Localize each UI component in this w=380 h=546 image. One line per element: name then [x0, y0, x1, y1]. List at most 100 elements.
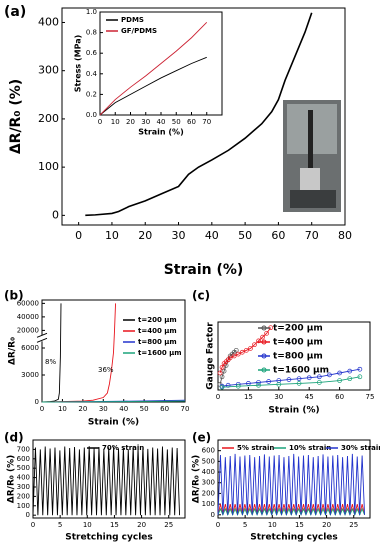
y-axis-label: Gauge Factor	[206, 322, 216, 390]
x-tick-label: 30	[274, 393, 283, 401]
x-tick-label: 25	[349, 521, 358, 529]
panel: 0 15 30 45 60 75 (c) Strain (%) Gauge Factor t=20…	[192, 289, 374, 416]
data-marker	[306, 375, 312, 381]
x-tick-label: 0	[31, 521, 35, 529]
x-tick-label: 70	[305, 229, 319, 242]
x-tick-label: 75	[366, 393, 375, 401]
legend-label: t=1600 µm	[273, 366, 329, 376]
data-marker	[235, 383, 241, 389]
x-axis-label: Stretching cycles	[250, 533, 338, 543]
panel-label: (b)	[4, 289, 24, 303]
y-tick-label: 6000	[21, 344, 39, 352]
legend-marker	[261, 325, 267, 331]
x-tick-label: 60	[160, 405, 169, 413]
legend-label: 10% strain	[289, 444, 331, 452]
y-tick-label: 300	[202, 479, 215, 487]
panel-label: (d)	[4, 431, 24, 445]
data-marker	[231, 353, 237, 359]
y-tick-label: 500	[202, 457, 215, 465]
photo	[283, 100, 341, 212]
data-marker	[227, 355, 233, 361]
legend-marker	[261, 339, 267, 345]
x-tick-label: 30	[141, 118, 150, 126]
x-tick-label: 70	[202, 118, 211, 126]
x-tick-label: 10	[83, 521, 92, 529]
y-axis-label: ΔR/R₀ (%)	[7, 455, 17, 503]
legend-label: 70% strain	[102, 444, 144, 452]
data-marker	[244, 347, 249, 353]
annotation: 8%	[45, 358, 56, 366]
data-marker	[296, 376, 302, 382]
x-tick-label: 20	[322, 521, 331, 529]
x-tick-label: 60	[187, 118, 196, 126]
data-line	[99, 21, 208, 116]
x-tick-label: 45	[305, 393, 314, 401]
y-tick-label: 200	[17, 492, 30, 500]
y-tick-label: 0	[26, 511, 30, 519]
y-axis-label: ΔR/R₀ (%)	[192, 455, 202, 503]
y-tick-label: 300	[17, 483, 30, 491]
data-marker	[248, 346, 253, 351]
data-marker	[219, 364, 225, 370]
x-tick-label: 50	[172, 118, 181, 126]
data-marker	[256, 380, 261, 385]
axes-frame	[217, 439, 371, 519]
axis-break	[38, 335, 46, 342]
x-tick-label: 15	[110, 521, 119, 529]
x-tick-label: 20	[78, 405, 87, 413]
x-tick-label: 10	[58, 405, 67, 413]
legend-marker	[261, 353, 267, 359]
y-tick-label: 20000	[17, 326, 39, 334]
legend-label: 30% strain	[341, 444, 380, 452]
axes-frame	[61, 7, 346, 226]
data-line	[41, 303, 116, 403]
data-line	[222, 376, 360, 388]
data-marker	[217, 370, 223, 376]
y-tick-label: 0.6	[86, 49, 98, 57]
y-tick-label: 200	[202, 489, 215, 497]
data-marker	[264, 330, 269, 336]
x-tick-label: 30	[172, 229, 186, 242]
legend-label: t=400 µm	[273, 338, 323, 348]
x-tick-label: 15	[244, 393, 253, 401]
x-axis-label: Strain (%)	[268, 406, 319, 416]
data-marker	[337, 378, 342, 383]
x-tick-label: 60	[271, 229, 285, 242]
legend-label: t=1600 µm	[138, 349, 182, 357]
data-line	[85, 12, 313, 217]
panel-label: (c)	[192, 289, 210, 303]
data-marker	[327, 372, 332, 378]
x-tick-label: 0	[216, 521, 220, 529]
y-tick-label: 0.4	[86, 70, 98, 78]
data-marker	[256, 338, 261, 344]
x-tick-label: 0	[75, 229, 82, 242]
x-tick-label: 5	[58, 521, 62, 529]
data-marker	[219, 374, 225, 380]
y-tick-label: 100	[17, 502, 30, 510]
x-tick-label: 50	[238, 229, 252, 242]
data-line	[99, 56, 207, 116]
y-tick-label: 3000	[21, 371, 39, 379]
panel-label: (e)	[192, 431, 211, 445]
x-tick-label: 40	[205, 229, 219, 242]
data-marker	[286, 377, 292, 382]
x-tick-label: 20	[137, 521, 146, 529]
panel: 0 10 20 30 40 50 60 70 0 3000 6000 20000 40000 60000(…	[4, 289, 189, 428]
data-line	[217, 453, 366, 515]
x-tick-label: 0	[98, 118, 102, 126]
axes-frame	[32, 439, 186, 519]
y-tick-label: 700	[17, 445, 30, 453]
y-tick-label: 0.0	[86, 111, 97, 119]
x-axis-label: Stretching cycles	[65, 533, 153, 543]
legend-label: GF/PDMS	[121, 27, 157, 35]
data-marker	[316, 380, 322, 385]
x-tick-label: 70	[181, 405, 190, 413]
legend-label: t=800 µm	[138, 338, 177, 346]
data-line	[221, 368, 360, 387]
y-tick-label: 40000	[17, 313, 39, 321]
data-marker	[221, 368, 227, 374]
x-tick-label: 30	[99, 405, 108, 413]
axes-frame	[217, 321, 371, 391]
data-marker	[316, 374, 322, 380]
